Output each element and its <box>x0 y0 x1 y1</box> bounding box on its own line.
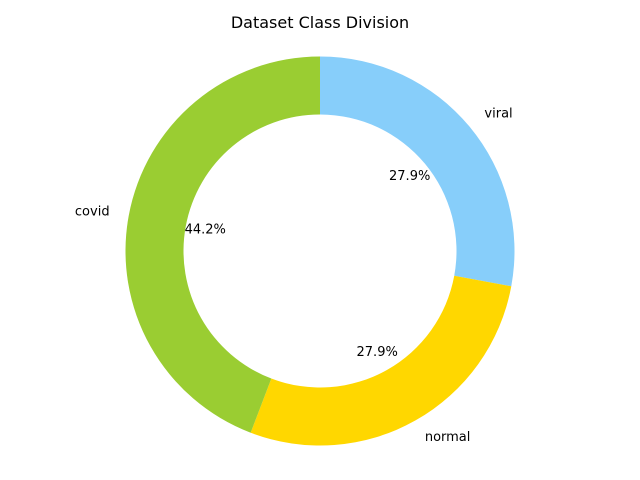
slice-label-normal: normal <box>425 430 471 445</box>
pct-label-viral: 27.9% <box>389 169 430 184</box>
pct-label-covid: 44.2% <box>185 222 226 237</box>
slices-layer <box>125 56 515 446</box>
slice-viral <box>320 56 515 287</box>
pct-label-normal: 27.9% <box>357 345 398 360</box>
slice-label-viral: viral <box>484 107 512 122</box>
slice-label-covid: covid <box>75 205 110 220</box>
labels-layer: viral 27.9% normal 27.9% covid 44.2% <box>75 107 513 445</box>
slice-covid <box>125 56 321 433</box>
slice-normal <box>250 275 512 446</box>
chart-title: Dataset Class Division <box>231 13 409 32</box>
